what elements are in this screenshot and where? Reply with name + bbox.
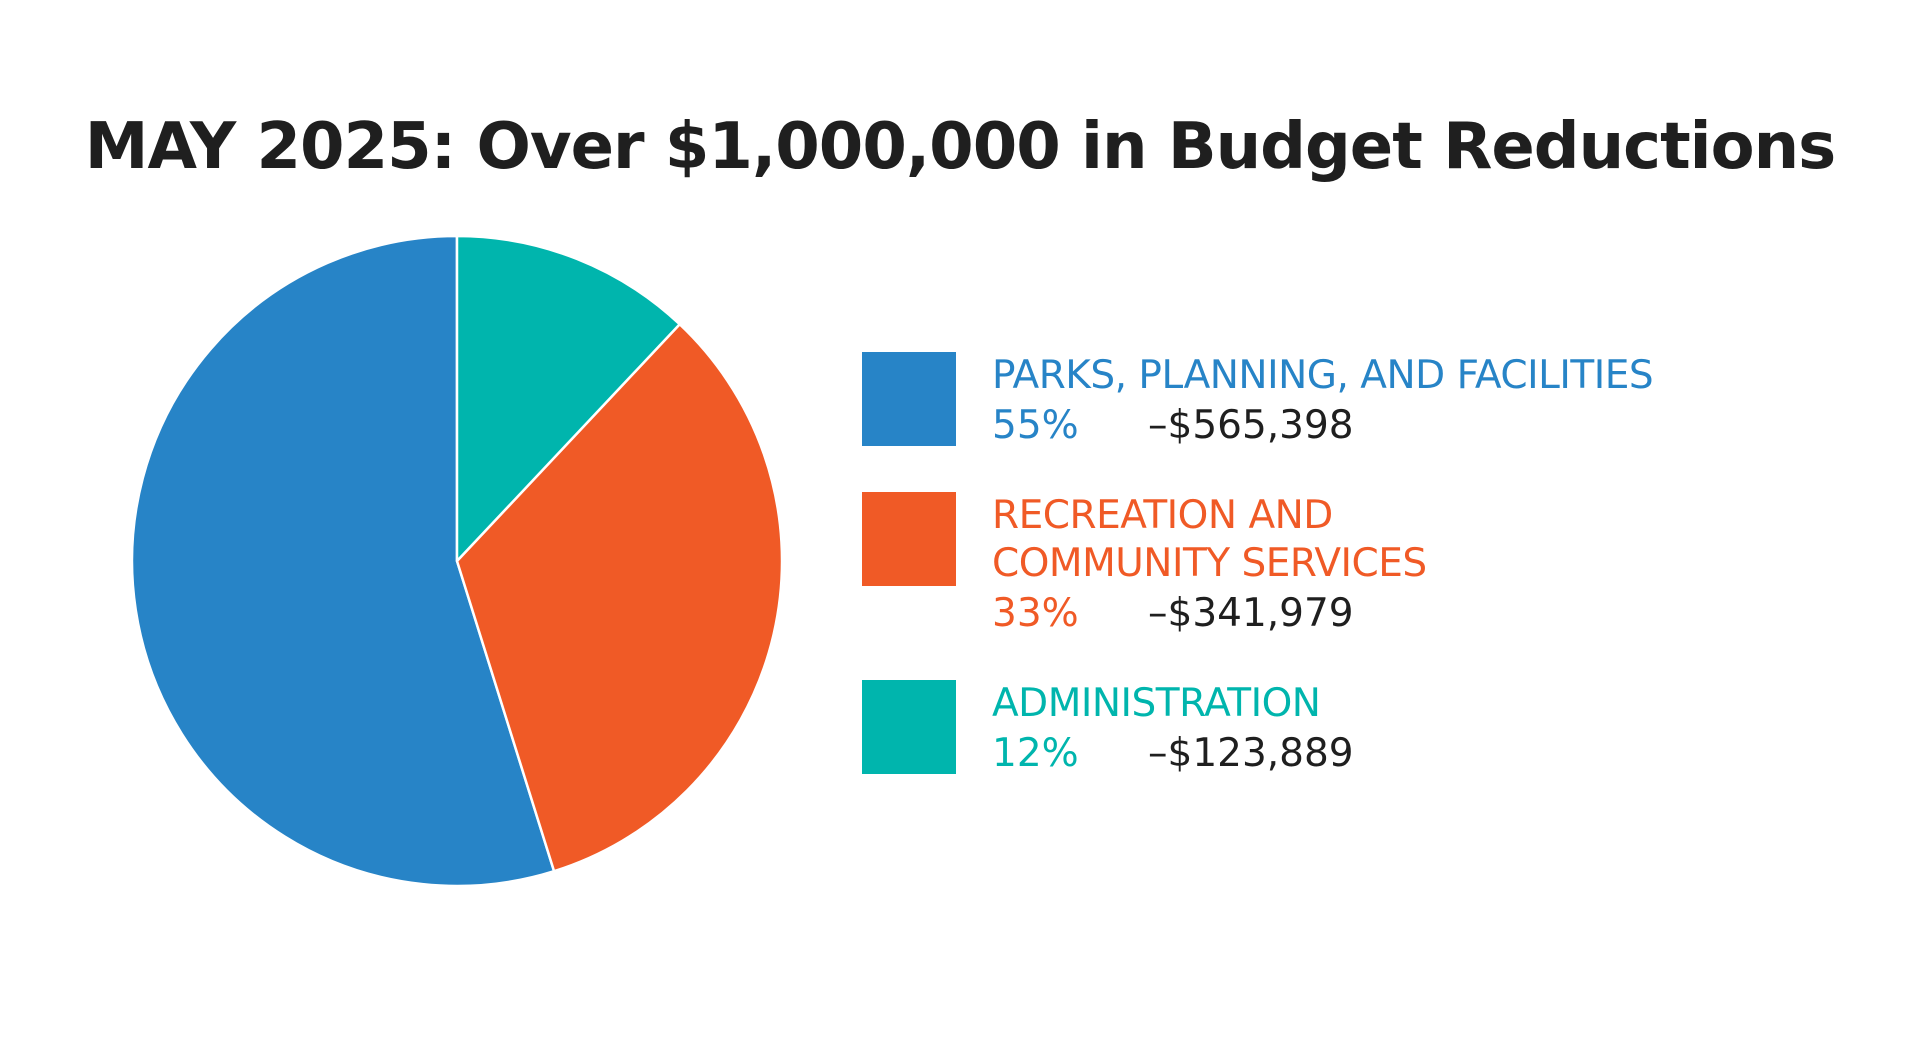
pie-slice-3 (455, 234, 681, 563)
legend-values-parks: 55% –$565,398 (992, 400, 1862, 452)
pie-slice-1 (130, 234, 556, 888)
legend-amount: –$565,398 (1148, 403, 1354, 448)
chart-title: MAY 2025: Over $1,000,000 in Budget Redu… (84, 110, 1836, 184)
legend-amount: –$123,889 (1148, 731, 1354, 776)
legend-amount: –$341,979 (1148, 591, 1354, 636)
legend-item-parks: PARKS, PLANNING, AND FACILITIES 55% –$565… (862, 352, 1862, 452)
legend-values-recreation: 33% –$341,979 (992, 588, 1862, 640)
legend-item-administration: ADMINISTRATION 12% –$123,889 (862, 680, 1862, 780)
legend-swatch-recreation (862, 492, 956, 586)
legend-label-recreation: RECREATION AND COMMUNITY SERVICES (992, 492, 1862, 588)
pie-slice-2 (455, 323, 784, 873)
legend-label-parks: PARKS, PLANNING, AND FACILITIES (992, 352, 1862, 400)
legend-swatch-parks (862, 352, 956, 446)
legend-label-line: PARKS, PLANNING, AND FACILITIES (992, 353, 1654, 398)
legend-item-recreation: RECREATION AND COMMUNITY SERVICES 33% –$3… (862, 492, 1862, 640)
legend-label-line: RECREATION AND (992, 493, 1333, 538)
legend-values-administration: 12% –$123,889 (992, 728, 1862, 780)
legend-percent: 12% (992, 731, 1079, 776)
legend-label-administration: ADMINISTRATION (992, 680, 1862, 728)
legend-percent: 55% (992, 403, 1079, 448)
legend-label-line: ADMINISTRATION (992, 681, 1321, 726)
legend-swatch-administration (862, 680, 956, 774)
legend: PARKS, PLANNING, AND FACILITIES 55% –$565… (862, 352, 1862, 780)
legend-percent: 33% (992, 591, 1079, 636)
legend-label-line: COMMUNITY SERVICES (992, 541, 1427, 586)
